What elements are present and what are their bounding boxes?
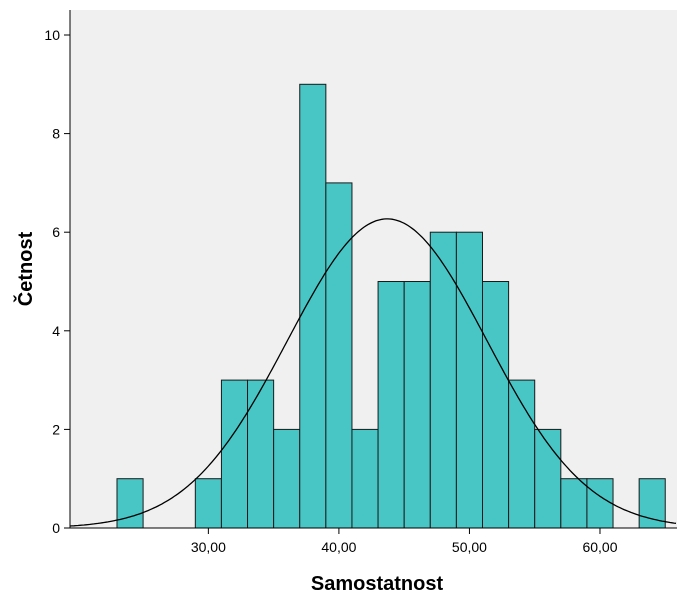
- y-tick-label: 6: [52, 224, 60, 240]
- bars-group: [116, 83, 666, 529]
- x-ticks-group: 30,00 40,00 50,00 60,00: [191, 528, 618, 555]
- x-tick-label: 60,00: [582, 539, 617, 555]
- histogram-bar: [116, 478, 144, 529]
- x-tick-label: 30,00: [191, 539, 226, 555]
- histogram-bar: [194, 478, 222, 529]
- histogram-bar: [377, 281, 405, 529]
- y-axis-title: Četnost: [13, 231, 37, 306]
- histogram-bar: [481, 281, 510, 529]
- y-tick-label: 2: [52, 421, 60, 437]
- normal-curve: [69, 218, 677, 527]
- y-tick-label: 10: [44, 27, 60, 43]
- x-tick-label: 40,00: [321, 539, 356, 555]
- histogram-bar: [638, 478, 666, 529]
- y-tick-label: 8: [52, 126, 60, 142]
- histogram-bar: [247, 379, 275, 529]
- x-axis-title: Samostatnost: [311, 573, 444, 595]
- histogram-bar: [299, 83, 327, 529]
- histogram-bar: [325, 182, 353, 529]
- histogram-bar: [508, 379, 536, 529]
- histogram-bar: [586, 478, 614, 529]
- histogram-bar: [455, 231, 483, 529]
- y-ticks-group: 0 2 4 6 8 10: [44, 27, 70, 536]
- histogram-bar: [220, 379, 249, 529]
- histogram-bar: [560, 478, 588, 529]
- histogram-bar: [351, 428, 379, 529]
- y-tick-label: 0: [52, 520, 60, 536]
- y-tick-label: 4: [52, 323, 60, 339]
- histogram-bar: [429, 231, 457, 529]
- histogram-bar: [403, 281, 431, 529]
- histogram-bar: [273, 428, 301, 529]
- histogram-bar: [534, 428, 562, 529]
- x-tick-label: 50,00: [452, 539, 487, 555]
